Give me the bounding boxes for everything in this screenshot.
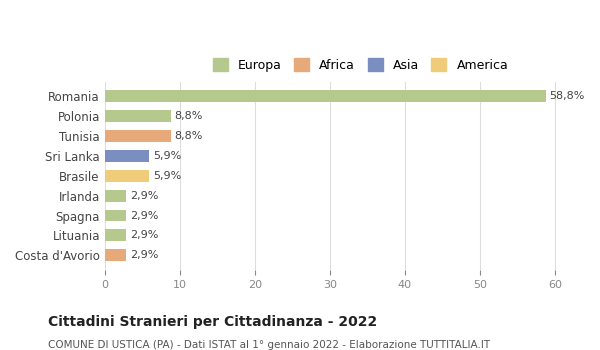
Bar: [105, 130, 171, 142]
Bar: [105, 170, 149, 182]
Bar: [105, 190, 127, 202]
Text: 58,8%: 58,8%: [550, 91, 585, 101]
Text: 2,9%: 2,9%: [130, 250, 158, 260]
Bar: [105, 249, 127, 261]
Text: 2,9%: 2,9%: [130, 230, 158, 240]
Text: 5,9%: 5,9%: [153, 171, 181, 181]
Bar: [105, 210, 127, 222]
Bar: [105, 90, 546, 102]
Text: COMUNE DI USTICA (PA) - Dati ISTAT al 1° gennaio 2022 - Elaborazione TUTTITALIA.: COMUNE DI USTICA (PA) - Dati ISTAT al 1°…: [48, 340, 490, 350]
Bar: [105, 150, 149, 162]
Bar: [105, 230, 127, 242]
Legend: Europa, Africa, Asia, America: Europa, Africa, Asia, America: [209, 54, 512, 75]
Text: 8,8%: 8,8%: [175, 131, 203, 141]
Text: 2,9%: 2,9%: [130, 191, 158, 201]
Text: 5,9%: 5,9%: [153, 151, 181, 161]
Text: 8,8%: 8,8%: [175, 111, 203, 121]
Bar: [105, 110, 171, 122]
Text: Cittadini Stranieri per Cittadinanza - 2022: Cittadini Stranieri per Cittadinanza - 2…: [48, 315, 377, 329]
Text: 2,9%: 2,9%: [130, 210, 158, 220]
